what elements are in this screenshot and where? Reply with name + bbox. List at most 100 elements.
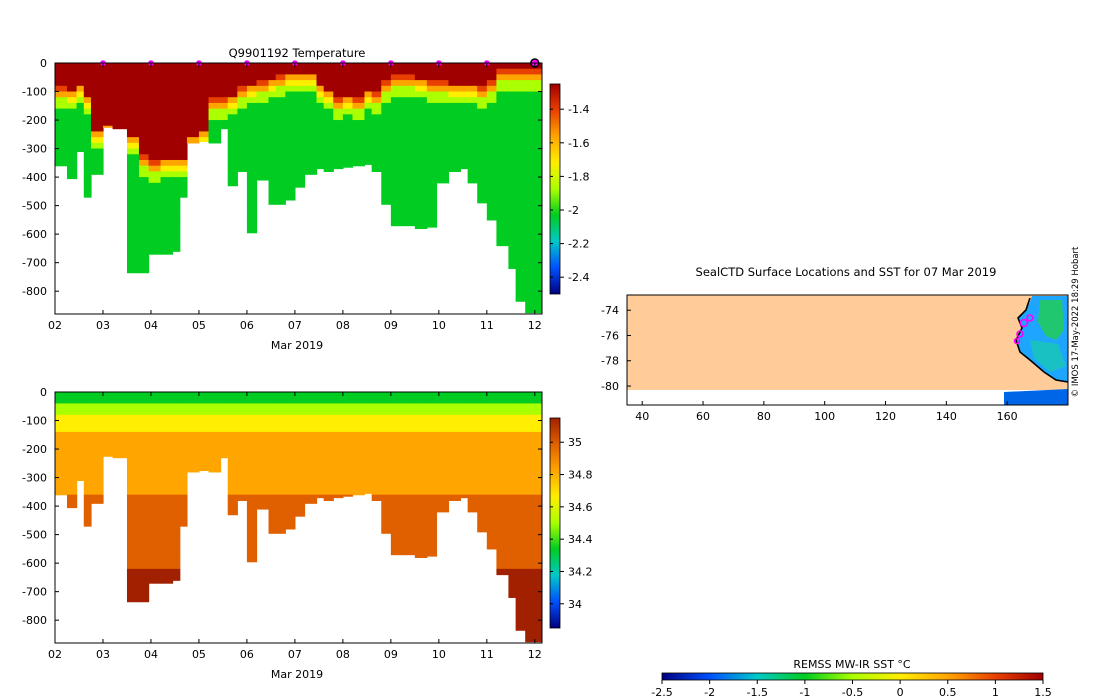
section-cell — [436, 477, 450, 484]
section-cell — [126, 80, 140, 87]
section-cell — [66, 426, 78, 433]
section-cell — [220, 449, 229, 456]
section-cell — [426, 392, 438, 399]
section-cell — [237, 102, 248, 110]
section-cell — [172, 171, 181, 178]
section-cell — [426, 188, 438, 195]
section-cell — [534, 102, 542, 110]
x-tick-label: 10 — [432, 648, 446, 661]
section-cell — [220, 91, 229, 98]
section-cell — [534, 437, 542, 444]
section-cell — [390, 449, 402, 456]
section-cell — [285, 517, 296, 524]
section-cell — [160, 557, 174, 564]
section-cell — [256, 392, 270, 399]
section-cell — [246, 125, 258, 133]
section-cell — [496, 217, 510, 224]
section-cell — [486, 420, 498, 427]
section-cell — [208, 460, 222, 467]
section-cell — [486, 114, 498, 121]
section-cell — [268, 403, 277, 410]
section-cell — [316, 409, 325, 416]
section-cell — [186, 392, 200, 399]
section-cell — [352, 91, 366, 98]
section-cell — [220, 437, 229, 444]
section-cell — [352, 63, 366, 70]
section-cell — [467, 449, 478, 456]
section-cell — [525, 403, 536, 410]
section-cell — [172, 217, 181, 224]
section-cell — [66, 102, 78, 110]
section-cell — [323, 454, 334, 462]
section-cell — [138, 477, 150, 484]
section-cell — [227, 131, 238, 138]
section-cell — [90, 114, 104, 121]
y-tick-label: 0 — [40, 57, 47, 70]
section-cell — [508, 403, 517, 410]
section-cell — [460, 483, 469, 490]
colorbar-tick-label: 34.2 — [568, 565, 593, 578]
section-cell — [148, 159, 162, 167]
section-cell — [525, 120, 536, 127]
section-cell — [496, 557, 510, 564]
section-cell — [323, 420, 334, 427]
section-cell — [285, 409, 296, 416]
section-cell — [436, 97, 450, 104]
section-cell — [525, 460, 536, 467]
section-cell — [508, 449, 517, 456]
section-cell — [508, 454, 517, 462]
section-cell — [160, 102, 174, 110]
section-cell — [148, 403, 162, 410]
section-cell — [342, 91, 354, 98]
section-cell — [534, 279, 542, 287]
section-cell — [534, 597, 542, 604]
x-tick-label: 07 — [288, 648, 302, 661]
section-cell — [426, 182, 438, 190]
section-cell — [364, 125, 373, 133]
section-cell — [352, 471, 366, 479]
section-cell — [381, 74, 392, 81]
section-cell — [508, 262, 517, 269]
section-cell — [436, 426, 450, 433]
section-cell — [364, 108, 373, 115]
section-cell — [179, 165, 188, 172]
section-cell — [525, 211, 536, 218]
section-cell — [390, 397, 402, 405]
section-cell — [285, 460, 296, 467]
section-cell — [126, 222, 140, 230]
section-cell — [160, 211, 174, 218]
section-cell — [66, 483, 78, 490]
section-cell — [486, 506, 498, 513]
section-cell — [179, 460, 188, 467]
section-cell — [285, 74, 296, 81]
section-cell — [316, 483, 325, 490]
section-cell — [148, 546, 162, 553]
section-cell — [381, 125, 392, 133]
section-cell — [66, 392, 78, 399]
section-cell — [126, 460, 140, 467]
section-cell — [256, 154, 270, 161]
section-cell — [160, 142, 174, 150]
y-tick-label: -200 — [22, 114, 47, 127]
section-cell — [316, 108, 325, 115]
section-cell — [508, 540, 517, 547]
section-cell — [90, 392, 104, 399]
section-cell — [246, 506, 258, 513]
section-cell — [414, 137, 428, 144]
section-cell — [198, 85, 210, 93]
section-cell — [316, 403, 325, 410]
section-cell — [246, 68, 258, 76]
section-cell — [83, 426, 92, 433]
section-cell — [448, 403, 462, 410]
section-cell — [138, 211, 150, 218]
y-tick-label: -600 — [22, 557, 47, 570]
section-cell — [304, 142, 318, 150]
section-cell — [508, 523, 517, 530]
section-cell — [268, 102, 277, 110]
section-cell — [323, 466, 334, 473]
section-cell — [83, 85, 92, 93]
section-cell — [304, 159, 318, 167]
section-cell — [148, 91, 162, 98]
section-cell — [126, 466, 140, 473]
section-cell — [508, 256, 517, 264]
